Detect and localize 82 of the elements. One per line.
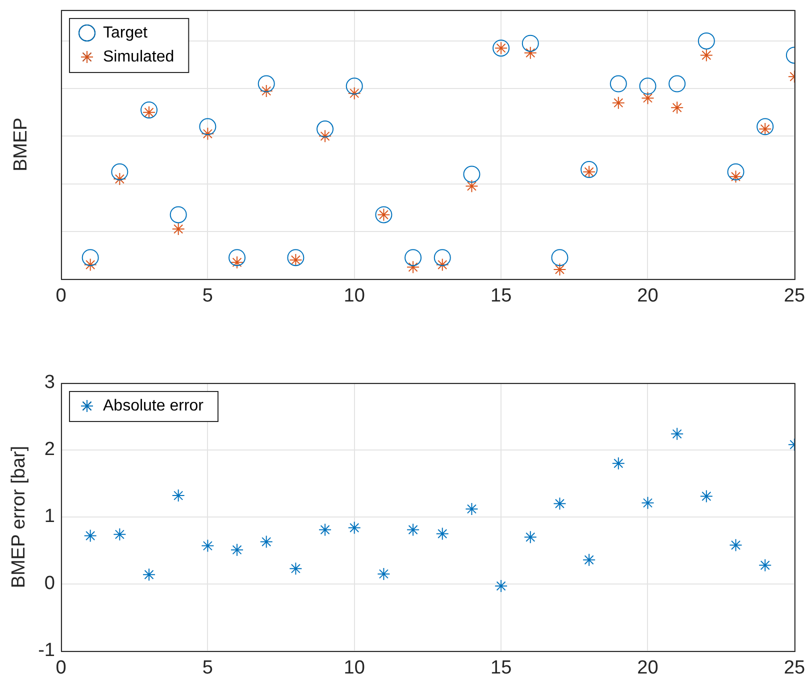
y-tick-label: 3 [44, 372, 55, 394]
y-tick-label: 1 [44, 506, 55, 528]
y-axis-title: BMEP error [bar] [8, 446, 30, 588]
point [758, 558, 772, 572]
point [170, 206, 187, 224]
point [700, 490, 713, 503]
point [553, 497, 566, 510]
point [727, 163, 744, 180]
x-tick-label: 20 [637, 658, 658, 679]
point [434, 249, 451, 266]
point [82, 249, 99, 266]
point [553, 262, 566, 276]
point [729, 538, 742, 552]
point [348, 86, 361, 100]
x-tick-label: 15 [490, 286, 512, 307]
point [404, 249, 422, 266]
point [201, 127, 214, 140]
point [258, 75, 275, 92]
point [346, 78, 363, 95]
point [612, 96, 625, 110]
x-tick-label: 20 [637, 286, 658, 307]
point [142, 568, 156, 582]
point [524, 46, 537, 60]
point [465, 180, 478, 193]
point [668, 75, 686, 92]
y-tick-label: 2 [44, 439, 55, 460]
y-tick-label: 0 [44, 573, 55, 594]
point [698, 32, 715, 50]
point [641, 496, 654, 510]
point [436, 258, 449, 272]
point [670, 427, 684, 440]
point [580, 160, 598, 178]
x-tick-label: 25 [784, 658, 806, 679]
legend-label: Target [103, 24, 148, 42]
point [287, 249, 304, 266]
point [113, 528, 126, 541]
point [84, 258, 97, 272]
point [524, 530, 537, 544]
point [582, 553, 596, 566]
point [551, 249, 568, 266]
point [84, 529, 97, 542]
point [436, 527, 449, 540]
point [260, 84, 273, 98]
legend-label: Simulated [103, 48, 174, 66]
point [260, 535, 273, 548]
point [348, 521, 361, 534]
point [522, 34, 539, 52]
point [465, 502, 478, 516]
point [289, 562, 302, 576]
point [639, 78, 656, 95]
x-tick-label: 10 [344, 286, 365, 307]
point [172, 222, 185, 236]
point [494, 580, 508, 593]
point [199, 118, 216, 136]
point [406, 523, 420, 536]
point [228, 249, 246, 266]
x-tick-label: 5 [202, 658, 213, 679]
point [316, 120, 334, 138]
point [318, 523, 332, 536]
point [641, 92, 654, 105]
point [111, 163, 128, 180]
y-tick-label: -1 [38, 640, 55, 662]
point [318, 130, 332, 143]
legend-label: Absolute error [103, 397, 204, 414]
point [612, 456, 625, 470]
point [670, 101, 684, 114]
point [756, 118, 774, 136]
point [230, 543, 244, 556]
point [406, 260, 420, 274]
x-tick-label: 15 [490, 658, 512, 679]
point [201, 539, 214, 552]
x-tick-label: 25 [784, 286, 806, 307]
point [113, 172, 126, 186]
point [463, 166, 480, 183]
point [140, 101, 158, 118]
y-axis-title: BMEP [10, 118, 32, 172]
x-tick-label: 5 [202, 286, 213, 307]
point [377, 567, 390, 580]
point [610, 75, 627, 92]
point [172, 489, 185, 502]
x-tick-label: 10 [344, 658, 365, 679]
point [700, 48, 713, 62]
